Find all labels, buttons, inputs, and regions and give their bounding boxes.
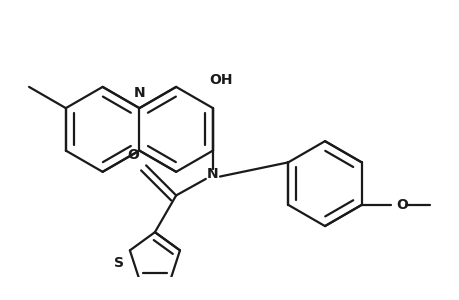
Text: O: O [127,148,139,162]
Text: N: N [133,86,145,100]
Text: OH: OH [209,73,232,87]
Text: S: S [114,256,124,270]
Text: N: N [207,167,218,181]
Text: O: O [395,198,407,212]
